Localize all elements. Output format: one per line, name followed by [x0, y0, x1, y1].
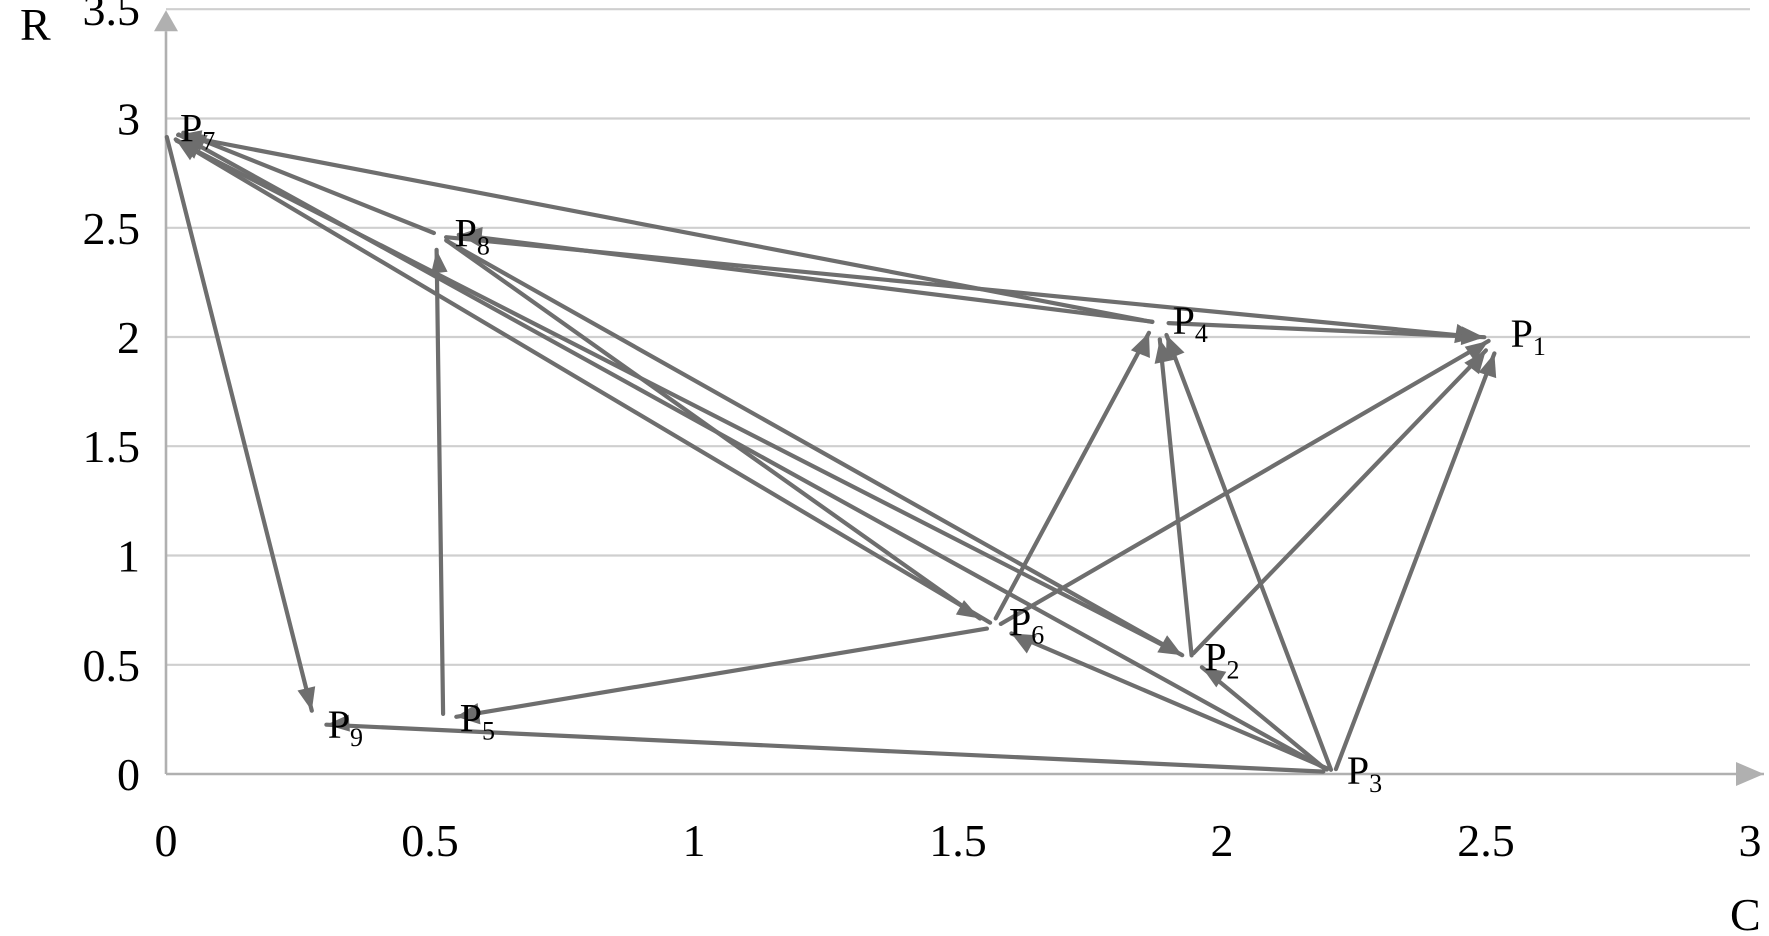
svg-text:2.5: 2.5 [83, 203, 141, 254]
svg-text:P7: P7 [180, 106, 215, 156]
svg-text:3.5: 3.5 [83, 0, 141, 35]
svg-text:P6: P6 [1009, 599, 1044, 649]
svg-text:1: 1 [117, 531, 140, 582]
svg-text:P2: P2 [1204, 634, 1239, 684]
svg-text:1.5: 1.5 [929, 815, 987, 866]
svg-text:2: 2 [1211, 815, 1234, 866]
svg-text:P3: P3 [1347, 748, 1382, 798]
svg-text:P1: P1 [1511, 311, 1546, 361]
svg-text:2: 2 [117, 312, 140, 363]
svg-text:P9: P9 [328, 702, 363, 752]
svg-text:0: 0 [155, 815, 178, 866]
svg-text:P8: P8 [455, 211, 490, 261]
svg-text:3: 3 [117, 94, 140, 145]
svg-text:P5: P5 [460, 696, 495, 746]
svg-text:R: R [20, 0, 51, 50]
svg-text:3: 3 [1739, 815, 1762, 866]
svg-text:C: C [1730, 889, 1761, 936]
svg-text:1.5: 1.5 [83, 421, 141, 472]
svg-text:0.5: 0.5 [83, 640, 141, 691]
svg-text:1: 1 [683, 815, 706, 866]
svg-text:2.5: 2.5 [1457, 815, 1515, 866]
svg-text:0: 0 [117, 749, 140, 800]
svg-text:0.5: 0.5 [401, 815, 459, 866]
svg-text:P4: P4 [1173, 298, 1208, 348]
